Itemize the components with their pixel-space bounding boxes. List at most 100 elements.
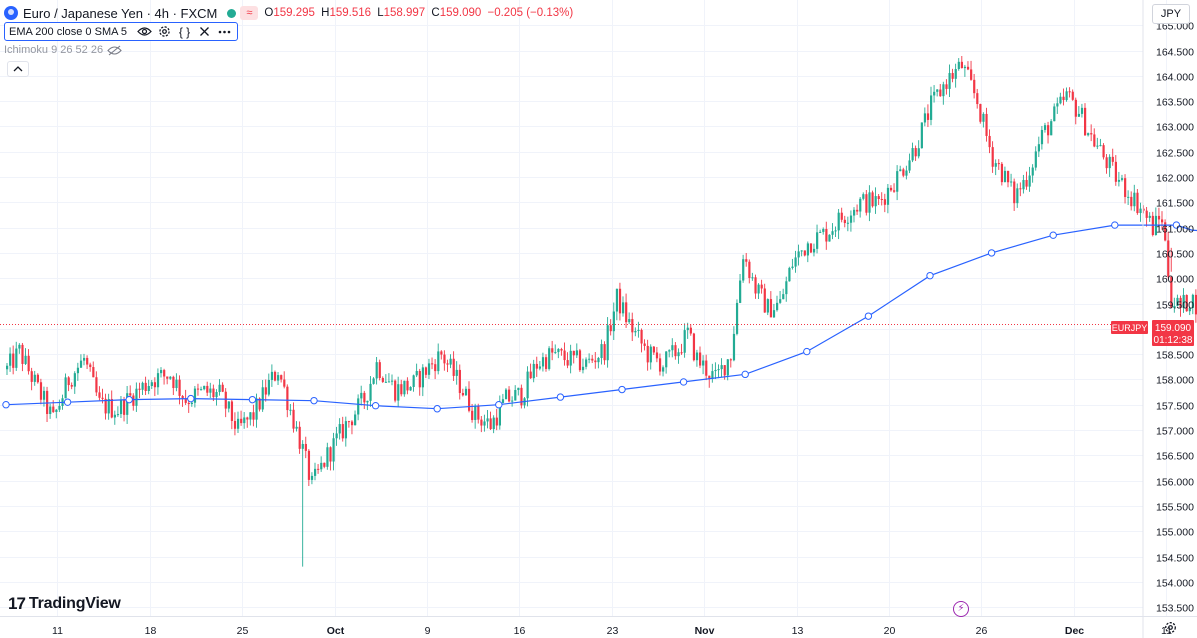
compare-badge[interactable]: ≈ [240, 6, 259, 20]
candle-body [1096, 145, 1099, 147]
chart-settings-icon[interactable] [1163, 621, 1178, 636]
candle-body [218, 384, 221, 393]
candle-body [76, 367, 80, 374]
candle-body [381, 378, 384, 382]
candle-body [757, 284, 760, 294]
candle-body [603, 344, 606, 361]
candle-body [1047, 125, 1050, 136]
ema-indicator-legend[interactable]: EMA 200 close 0 SMA 5 { } [4, 22, 239, 41]
candle-body [991, 147, 994, 167]
candle-body [326, 447, 329, 467]
open-key: O [264, 7, 274, 19]
candle-body [776, 302, 779, 311]
candle-body [806, 243, 809, 256]
candle-body [812, 248, 816, 253]
candle-body [440, 351, 443, 355]
candle-body [387, 381, 391, 383]
close-icon[interactable] [196, 24, 213, 39]
time-tick-label: 26 [976, 625, 988, 637]
candle-body [255, 398, 258, 420]
candle-body [1010, 181, 1013, 183]
candle-body [566, 360, 569, 366]
candle-body [378, 362, 381, 379]
candle-body [600, 344, 603, 358]
ema-label[interactable]: EMA 200 close 0 SMA 5 [9, 25, 128, 38]
candle-body [1056, 103, 1059, 107]
flash-icon[interactable]: ⚡ [953, 601, 969, 617]
candle-body [517, 387, 520, 391]
candle-body [809, 243, 813, 253]
currency-button[interactable]: JPY [1152, 4, 1190, 24]
time-tick-label: Nov [695, 625, 715, 637]
candle-body [578, 350, 582, 371]
candle-body [732, 333, 736, 361]
ichimoku-indicator-legend[interactable]: Ichimoku 9 26 52 26 [4, 43, 123, 57]
candle-body [936, 89, 939, 92]
high-key: H [321, 7, 330, 19]
candle-body [877, 196, 880, 200]
candle-body [1084, 107, 1087, 136]
price-tick-label: 159.500 [1156, 300, 1194, 312]
candle-body [723, 365, 726, 376]
candle-body [966, 66, 970, 70]
candle-body [369, 383, 372, 401]
candle-body [252, 412, 255, 420]
ema-point [741, 370, 749, 379]
candle-body [1127, 196, 1130, 198]
more-icon[interactable] [216, 24, 233, 39]
candle-body [735, 302, 739, 334]
braces-icon[interactable]: { } [178, 24, 191, 39]
candle-body [766, 299, 769, 313]
candle-body [344, 421, 347, 439]
candle-body [384, 381, 388, 383]
candle-body [113, 414, 116, 418]
candle-body [83, 357, 86, 361]
candle-body [902, 169, 905, 176]
candle-body [702, 360, 705, 366]
ema-point [679, 378, 688, 386]
candle-body [920, 122, 923, 149]
market-status-icon[interactable] [227, 8, 237, 18]
candle-body [181, 395, 184, 399]
candle-body [954, 69, 957, 79]
candle-body [880, 199, 883, 201]
candle-body [39, 382, 43, 400]
collapse-legend-button[interactable] [7, 61, 29, 77]
candle-body [911, 148, 914, 161]
ema-point [125, 395, 133, 404]
candle-body [24, 355, 27, 364]
symbol-legend[interactable]: Euro / Japanese Yen · 4h · FXCM ≈ O159.2… [4, 4, 576, 22]
candle-body [1148, 215, 1151, 218]
eye-off-icon[interactable] [106, 43, 123, 58]
candle-body [193, 388, 197, 403]
tradingview-logo[interactable]: 17 TradingView [8, 594, 121, 614]
candle-body [406, 380, 409, 391]
candle-body [828, 234, 831, 242]
eye-icon[interactable] [136, 24, 153, 39]
candle-body [554, 352, 557, 354]
candle-body [1194, 294, 1197, 315]
candle-body [655, 352, 659, 359]
candle-body [237, 418, 240, 429]
ohlc-values: O159.295 H159.516 L158.997 C159.090 −0.2… [264, 7, 576, 19]
gear-icon[interactable] [156, 24, 173, 39]
candle-body [160, 370, 163, 374]
candle-body [711, 371, 714, 379]
candle-body [997, 163, 1000, 165]
ichimoku-label[interactable]: Ichimoku 9 26 52 26 [4, 44, 104, 56]
candle-body [606, 325, 609, 361]
price-tick-label: 163.000 [1156, 122, 1194, 134]
candle-body [1102, 145, 1105, 158]
symbol-title[interactable]: Euro / Japanese Yen · 4h · FXCM [23, 5, 218, 21]
candle-body [772, 310, 776, 318]
candle-body [498, 402, 501, 426]
candle-body [166, 376, 169, 379]
candle-body [788, 267, 791, 282]
candle-body [551, 348, 554, 353]
time-tick-label: 16 [514, 625, 526, 637]
time-axis[interactable]: 111825Oct91623Nov132026Dec1118 [52, 625, 1197, 637]
candle-body [360, 392, 363, 399]
candle-body [631, 319, 634, 333]
